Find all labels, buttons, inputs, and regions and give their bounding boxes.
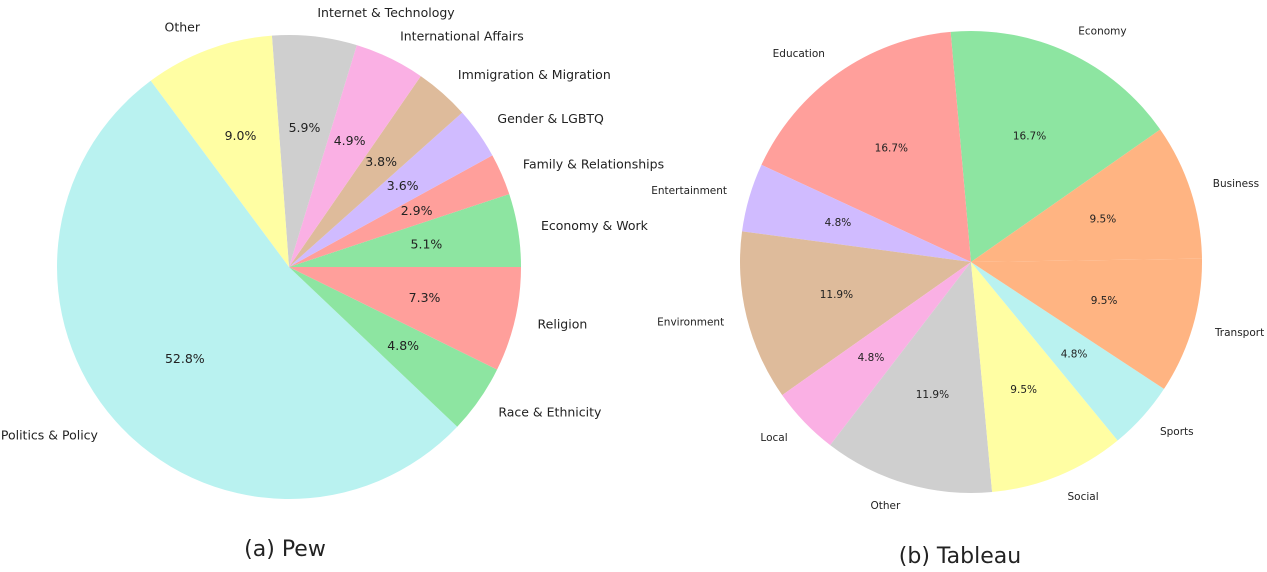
slice-label: Entertainment (651, 185, 727, 197)
slice-label: Internet & Technology (317, 5, 455, 20)
percent-label: 52.8% (165, 351, 205, 366)
percent-label: 9.5% (1010, 384, 1037, 396)
pie-slice (271, 35, 357, 267)
pie-slice (289, 267, 521, 370)
slice-label: Sports (1160, 426, 1194, 438)
pie-slice (782, 262, 971, 446)
slice-label: Gender & LGBTQ (497, 111, 604, 126)
percent-label: 16.7% (1013, 130, 1046, 142)
pie-slice (289, 112, 493, 267)
percent-label: 11.9% (820, 289, 853, 301)
percent-label: 16.7% (875, 143, 908, 155)
pie-slice (289, 267, 498, 427)
slice-label: Transport (1214, 327, 1264, 339)
pie-slice (971, 258, 1202, 389)
pie-slice (971, 262, 1118, 493)
pie-slice (971, 262, 1165, 441)
percent-label: 3.6% (387, 178, 419, 193)
percent-label: 7.3% (409, 290, 441, 305)
pie-slice (761, 31, 971, 263)
pie-slice (740, 231, 971, 396)
pie-slice (289, 45, 421, 267)
percent-label: 3.8% (365, 154, 397, 169)
percent-label: 4.8% (387, 338, 419, 353)
percent-label: 4.8% (825, 217, 852, 229)
percent-label: 4.9% (334, 133, 366, 148)
pie-slice (742, 164, 971, 262)
slice-label: Family & Relationships (523, 157, 664, 172)
slice-label: Economy & Work (541, 218, 649, 233)
slice-label: Social (1068, 491, 1099, 503)
percent-label: 9.5% (1091, 295, 1118, 307)
slice-label: Politics & Policy (1, 428, 99, 443)
slice-label: Environment (657, 317, 724, 329)
slice-label: Other (870, 500, 900, 512)
slice-label: Religion (538, 316, 588, 331)
percent-label: 5.1% (411, 236, 443, 251)
pie-slice (971, 129, 1202, 262)
percent-label: 11.9% (916, 389, 949, 401)
percent-label: 5.9% (289, 120, 321, 135)
slice-label: Other (165, 19, 201, 34)
pie-slice (150, 35, 289, 267)
slice-label: Education (773, 48, 825, 60)
pie-slice (950, 31, 1161, 262)
pie-slice (289, 193, 521, 267)
pie-slice (57, 80, 458, 499)
slice-label: Race & Ethnicity (498, 404, 602, 419)
percent-label: 2.9% (401, 203, 433, 218)
chart-caption: (a) Pew (244, 537, 326, 562)
percent-label: 4.8% (1061, 349, 1088, 361)
pie-slice (289, 76, 463, 267)
slice-label: Business (1213, 178, 1259, 190)
percent-label: 9.0% (225, 128, 257, 143)
percent-label: 9.5% (1090, 213, 1117, 225)
slice-label: International Affairs (400, 29, 524, 44)
slice-label: Economy (1078, 26, 1126, 38)
chart-caption: (b) Tableau (899, 544, 1021, 569)
pie-slice (289, 155, 510, 267)
pie-slice (830, 262, 993, 493)
slice-label: Immigration & Migration (458, 67, 611, 82)
slice-label: Local (760, 432, 787, 444)
percent-label: 4.8% (858, 352, 885, 364)
